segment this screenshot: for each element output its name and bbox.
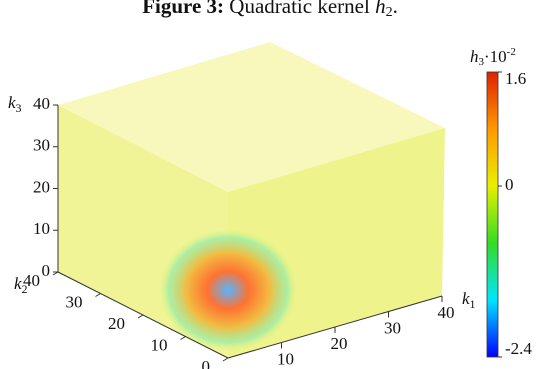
colorbar-mult: ·10 (484, 47, 507, 66)
z-tick-label: 0 (42, 261, 51, 280)
caption-text: Quadratic kernel (229, 0, 370, 18)
y-tick (180, 336, 186, 340)
caption: Figure 3: Quadratic kernel h2. (142, 0, 398, 20)
x-tick-label: 20 (331, 334, 348, 353)
x-axis-label: k1 (462, 289, 476, 311)
y-tick-label: 20 (108, 314, 125, 333)
z-tick-label: 40 (33, 94, 50, 113)
colorbar-sub: 3 (479, 56, 485, 68)
y-tick (95, 293, 101, 297)
caption-symbol: h (375, 0, 386, 18)
x-axis-symbol: k (462, 289, 470, 308)
y-axis-sub: 2 (22, 282, 28, 296)
y-tick-label: 40 (23, 271, 40, 290)
y-tick-label: 30 (66, 292, 83, 311)
kernel-blob (158, 228, 298, 352)
x-tick-label: 10 (277, 349, 294, 368)
x-tick-label: 30 (384, 318, 401, 337)
z-axis-label: k3 (8, 93, 22, 115)
caption-subscript: 2 (386, 5, 393, 20)
colorbar-label: h3·10-2 (470, 46, 516, 68)
y-tick-label: 0 (202, 357, 211, 369)
cube-top (58, 42, 445, 192)
z-tick-label: 30 (33, 136, 50, 155)
colorbar (486, 71, 499, 358)
x-tick-label: 40 (438, 303, 455, 322)
colorbar-tick-label: 0 (505, 175, 514, 194)
z-tick-label: 20 (33, 177, 50, 196)
x-axis-sub: 1 (470, 297, 476, 311)
z-tick-label: 10 (33, 219, 50, 238)
z-axis-sub: 3 (16, 101, 22, 115)
colorbar-exp: -2 (507, 46, 516, 58)
colorbar-symbol: h (470, 47, 479, 66)
colorbar-tick-label: -2.4 (505, 339, 532, 358)
colorbar-tick-label: 1.6 (505, 69, 526, 88)
y-tick (222, 357, 229, 362)
caption-label: Figure 3: (142, 0, 224, 18)
volume (58, 42, 445, 358)
y-tick (137, 314, 144, 319)
z-axis-symbol: k (8, 93, 16, 112)
y-axis-label: k2 (14, 274, 28, 296)
y-tick-label: 10 (151, 335, 168, 354)
y-axis-symbol: k (14, 274, 22, 293)
caption-end: . (393, 0, 398, 18)
